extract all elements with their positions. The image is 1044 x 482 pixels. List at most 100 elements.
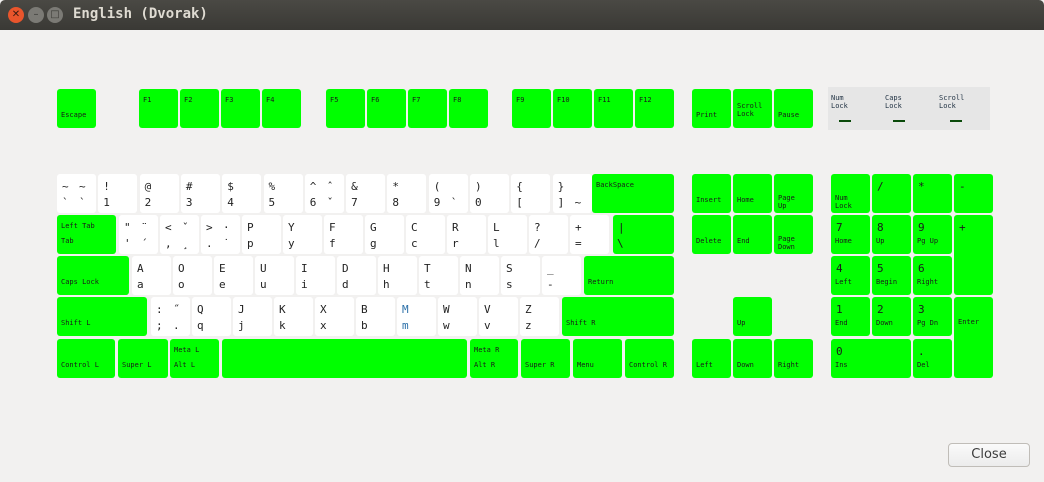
key-5[interactable]: % 5: [263, 174, 303, 213]
key-k90[interactable]: -: [954, 174, 993, 213]
close-icon[interactable]: ✕: [8, 7, 24, 23]
key-insert[interactable]: Insert: [692, 174, 731, 213]
key-right[interactable]: Right 6: [913, 256, 952, 295]
key-3[interactable]: #3: [180, 174, 220, 213]
key-k89[interactable]: *: [913, 174, 952, 213]
key-home[interactable]: Home: [733, 174, 772, 213]
key-tab[interactable]: Left Tab Tab: [57, 215, 116, 254]
key-f5[interactable]: F5: [326, 89, 365, 128]
key-scroll-lock[interactable]: Scroll Lock: [733, 89, 772, 128]
key-k33[interactable]: > ·. ˙: [201, 215, 240, 254]
key-f8[interactable]: F8: [449, 89, 488, 128]
key-alt-l[interactable]: Meta L Alt L: [170, 339, 219, 378]
key-home[interactable]: Home 7: [831, 215, 870, 254]
key-down[interactable]: Down: [733, 339, 772, 378]
key-f3[interactable]: F3: [221, 89, 260, 128]
key-k16[interactable]: ~ ~ ` `: [57, 174, 96, 213]
key-caps-lock[interactable]: Caps Lock: [57, 256, 129, 295]
key-f11[interactable]: F11: [594, 89, 633, 128]
key-space[interactable]: [222, 339, 467, 378]
key-left[interactable]: Left 4: [831, 256, 870, 295]
key-menu[interactable]: Menu: [573, 339, 622, 378]
key-f9[interactable]: F9: [512, 89, 551, 128]
key-k41[interactable]: ? /: [529, 215, 568, 254]
key-right[interactable]: Right: [774, 339, 813, 378]
key-k94[interactable]: +: [954, 215, 993, 295]
key-up[interactable]: Up: [733, 297, 772, 336]
key-backspace[interactable]: BackSpace: [592, 174, 674, 213]
close-button[interactable]: Close: [948, 443, 1030, 467]
key-page-up[interactable]: Page Up: [774, 174, 813, 213]
key-k27[interactable]: {[: [511, 174, 551, 213]
key-6[interactable]: ^ ˆ 6 ˇ: [304, 174, 344, 213]
key-k43[interactable]: | \: [613, 215, 674, 254]
maximize-icon[interactable]: □: [47, 7, 63, 23]
key-1[interactable]: ! 1: [98, 174, 138, 213]
key-end[interactable]: End 1: [831, 297, 870, 336]
key-del[interactable]: Del.: [913, 339, 952, 378]
key-k58[interactable]: : ˝;.: [151, 297, 190, 336]
key-num-lock[interactable]: Num Lock: [831, 174, 870, 213]
key-k31[interactable]: " ¨ ' ´: [119, 215, 158, 254]
key-shift-r[interactable]: Shift R: [562, 297, 674, 336]
key-k32[interactable]: < ˇ, ¸: [160, 215, 199, 254]
key-f12[interactable]: F12: [635, 89, 674, 128]
key-end[interactable]: End: [733, 215, 772, 254]
key-f4[interactable]: F4: [262, 89, 301, 128]
key-super-r[interactable]: Super R: [521, 339, 570, 378]
key-k55[interactable]: _ -: [542, 256, 581, 295]
key-shift-l[interactable]: Shift L: [57, 297, 147, 336]
key-0[interactable]: ) 0: [470, 174, 509, 213]
key-8[interactable]: * 8: [387, 174, 427, 213]
key-k88[interactable]: /: [872, 174, 911, 213]
key-f2[interactable]: F2: [180, 89, 219, 128]
key-ins[interactable]: Ins 0: [831, 339, 911, 378]
key-up[interactable]: Up 8: [872, 215, 911, 254]
key-begin[interactable]: Begin 5: [872, 256, 911, 295]
minimize-icon[interactable]: –: [28, 7, 44, 23]
key-control-l[interactable]: Control L: [57, 339, 115, 378]
key-pause[interactable]: Pause: [774, 89, 813, 128]
key-super-l[interactable]: Super L: [118, 339, 168, 378]
key-page-down[interactable]: Page Down: [774, 215, 813, 254]
key-k42[interactable]: + =: [570, 215, 609, 254]
key-return[interactable]: Return: [584, 256, 674, 295]
key-2[interactable]: @2: [139, 174, 179, 213]
key-pg-dn[interactable]: Pg Dn 3: [913, 297, 952, 336]
key-9[interactable]: (9 `: [428, 174, 468, 213]
key-pg-up[interactable]: Pg Up 9: [913, 215, 952, 254]
key-control-r[interactable]: Control R: [625, 339, 674, 378]
key-alt-r[interactable]: Meta R Alt R: [470, 339, 518, 378]
key-7[interactable]: & 7: [346, 174, 386, 213]
key-f10[interactable]: F10: [553, 89, 592, 128]
key-escape[interactable]: Escape: [57, 89, 96, 128]
key-down[interactable]: Down 2: [872, 297, 911, 336]
key-print[interactable]: Print: [692, 89, 731, 128]
key-f7[interactable]: F7: [408, 89, 447, 128]
